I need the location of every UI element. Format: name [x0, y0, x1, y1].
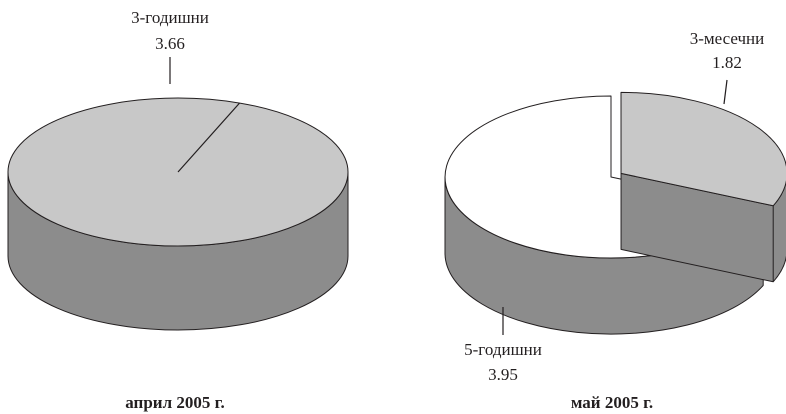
slice-label-5-godishni: 5-годишни: [464, 340, 542, 359]
slice-value-3-godishni: 3.66: [155, 34, 185, 53]
slice-value-5-godishni: 3.95: [488, 365, 518, 384]
chart-title-april: април 2005 г.: [125, 393, 224, 412]
pie-chart-april: 3-годишни 3.66 април 2005 г.: [7, 8, 349, 412]
slice-label-3-mesechni: 3-месечни: [690, 29, 765, 48]
slice-label-3-godishni: 3-годишни: [131, 8, 209, 27]
slice-value-3-mesechni: 1.82: [712, 53, 742, 72]
slice-divider-line: [177, 102, 241, 173]
pie-chart-may: 3-месечни 1.82 5-годишни 3.95 май 2005 г…: [444, 29, 786, 412]
pie-slice-3-mesechni: [620, 91, 786, 207]
leader-line-3-mesechni: [723, 79, 728, 105]
chart-title-may: май 2005 г.: [571, 393, 653, 412]
